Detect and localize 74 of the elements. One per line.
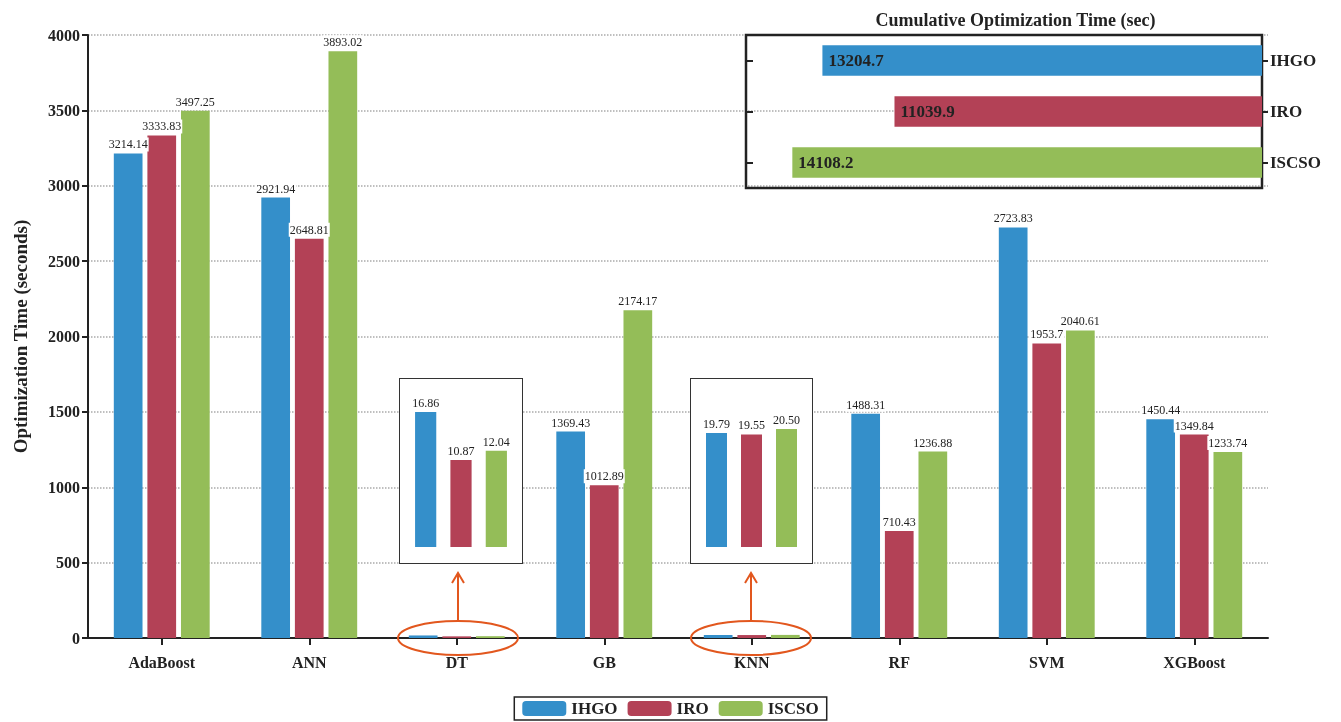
data-label: 1236.88 [913,435,953,450]
bar [623,310,653,638]
bar [408,635,438,638]
bar [998,227,1028,638]
x-tick-label: AdaBoost [128,653,196,671]
bar [1065,330,1095,638]
x-tick-label: ANN [291,653,328,671]
data-label: 3893.02 [323,35,363,50]
data-label: 3333.83 [142,119,182,134]
bar [589,485,619,638]
bar [1179,434,1209,638]
y-tick-label: ISCSO [1270,153,1322,172]
y-tick-label: 500 [56,554,80,572]
legend-label: IHGO [571,699,618,718]
data-label: 710.43 [882,514,916,529]
bar [328,51,358,638]
data-label: 14108.2 [798,153,854,172]
bar [1213,452,1243,638]
x-tick-label: GB [592,653,617,671]
x-tick-label: KNN [733,653,770,671]
data-label: 2174.17 [618,294,658,309]
x-tick-label: RF [888,653,911,671]
data-label: 3214.14 [108,137,148,152]
x-tick-label: DT [445,653,469,671]
data-label: 3497.25 [175,94,215,109]
bar [261,197,291,638]
y-tick-label: 1000 [48,478,80,496]
data-label: 11039.9 [900,102,955,121]
data-label: 1012.89 [584,469,624,484]
data-label: 20.50 [773,412,800,427]
data-label: 13204.7 [828,51,885,70]
data-label: 2648.81 [289,222,329,237]
bar [851,413,881,638]
data-label: 2040.61 [1060,314,1100,329]
bar [294,238,324,638]
y-tick-label: 0 [72,629,80,647]
bar [1032,343,1062,638]
legend-label: IRO [676,699,709,718]
data-label: 2723.83 [993,211,1033,226]
legend-label: ISCSO [767,699,819,718]
bar [180,110,210,638]
y-tick-label: 2000 [48,328,80,345]
bar [556,431,586,638]
y-tick-label: 3500 [48,101,80,119]
y-tick-label: 2500 [48,252,80,270]
y-tick-label: 3000 [48,177,80,195]
data-label: 1450.44 [1141,403,1181,418]
x-tick-label: SVM [1028,653,1065,671]
data-label: 1349.84 [1174,418,1214,433]
y-tick-label: 1500 [48,403,80,421]
bar [147,135,177,638]
y-axis-title: Optimization Time (seconds) [10,219,32,454]
data-label: 1488.31 [846,397,886,412]
bar [703,635,733,638]
bar [884,530,914,638]
data-label: 12.04 [482,434,510,449]
y-tick-label: IRO [1270,102,1303,121]
chart-title: Cumulative Optimization Time (sec) [875,10,1156,31]
y-tick-label: 4000 [48,26,80,44]
y-tick-label: IHGO [1270,51,1317,70]
bar [113,153,143,638]
data-label: 1233.74 [1208,436,1248,451]
bar [737,635,767,638]
data-label: 1953.7 [1030,327,1064,342]
data-label: 19.55 [738,418,765,433]
bar [918,451,948,638]
data-label: 10.87 [447,444,475,459]
bar [770,634,800,638]
bar [1146,419,1176,638]
data-label: 2921.94 [256,181,296,196]
x-tick-label: XGBoost [1163,653,1227,671]
data-label: 16.86 [412,396,440,411]
data-label: 1369.43 [551,415,591,430]
data-label: 19.79 [703,417,730,432]
